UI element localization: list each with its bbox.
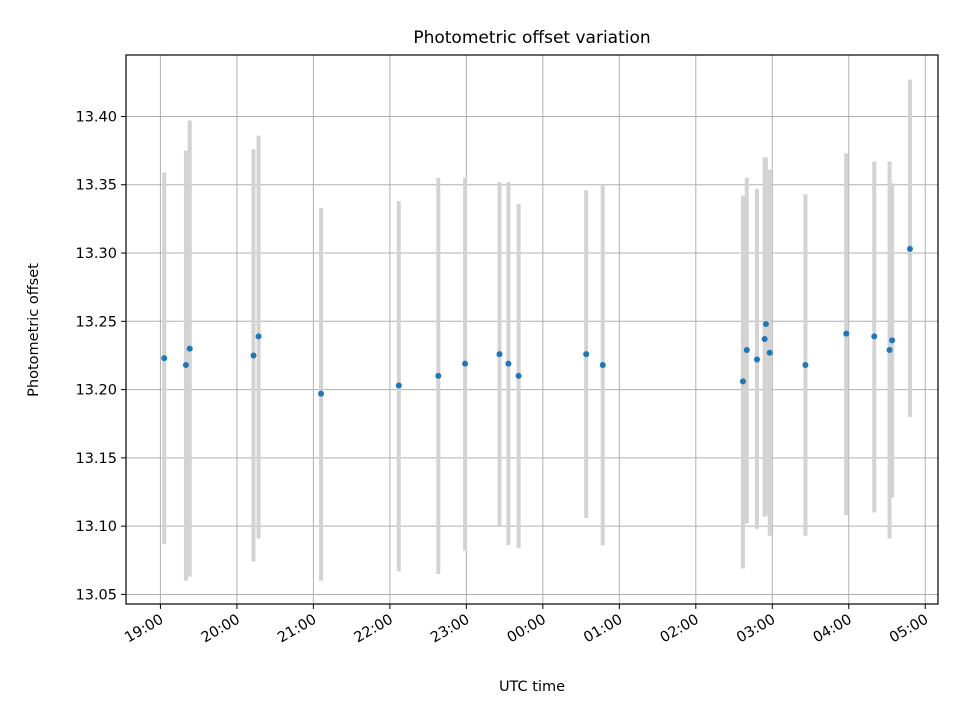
data-point: [496, 351, 503, 358]
data-point: [871, 333, 878, 340]
data-point: [395, 382, 402, 389]
data-point: [802, 362, 809, 369]
data-point: [186, 345, 193, 352]
data-point: [762, 321, 769, 328]
data-point: [906, 245, 913, 252]
data-point: [161, 355, 168, 362]
y-axis: 13.05 13.10 13.15 13.20 13.25 13.30 13.35 13.40: [75, 109, 126, 603]
y-tick-label: 13.35: [75, 178, 117, 194]
data-point: [318, 390, 325, 397]
y-tick-label: 13.20: [75, 383, 117, 399]
data-point: [515, 372, 522, 379]
x-axis-label: UTC time: [499, 679, 565, 695]
data-point: [250, 352, 257, 359]
y-tick-label: 13.25: [75, 314, 117, 330]
data-point: [886, 346, 893, 353]
data-point: [255, 333, 262, 340]
y-tick-label: 13.30: [75, 246, 117, 262]
y-tick-label: 13.05: [75, 587, 117, 603]
data-point: [843, 330, 850, 337]
data-point: [889, 337, 896, 344]
data-point: [462, 360, 469, 367]
data-point: [761, 336, 768, 343]
y-tick-label: 13.10: [75, 519, 117, 535]
data-point: [743, 346, 750, 353]
plot-frame: [125, 54, 939, 605]
data-point: [182, 362, 189, 369]
data-point: [583, 351, 590, 358]
y-tick-label: 13.40: [75, 109, 117, 125]
y-axis-label: Photometric offset: [26, 263, 42, 397]
data-point: [435, 372, 442, 379]
data-point: [739, 378, 746, 385]
grid: [126, 55, 938, 604]
data-point: [599, 362, 606, 369]
data-point: [753, 356, 760, 363]
data-points: [161, 245, 913, 397]
data-point: [505, 360, 512, 367]
data-point: [766, 349, 773, 356]
y-tick-label: 13.15: [75, 451, 117, 467]
chart-title: Photometric offset variation: [413, 28, 650, 48]
